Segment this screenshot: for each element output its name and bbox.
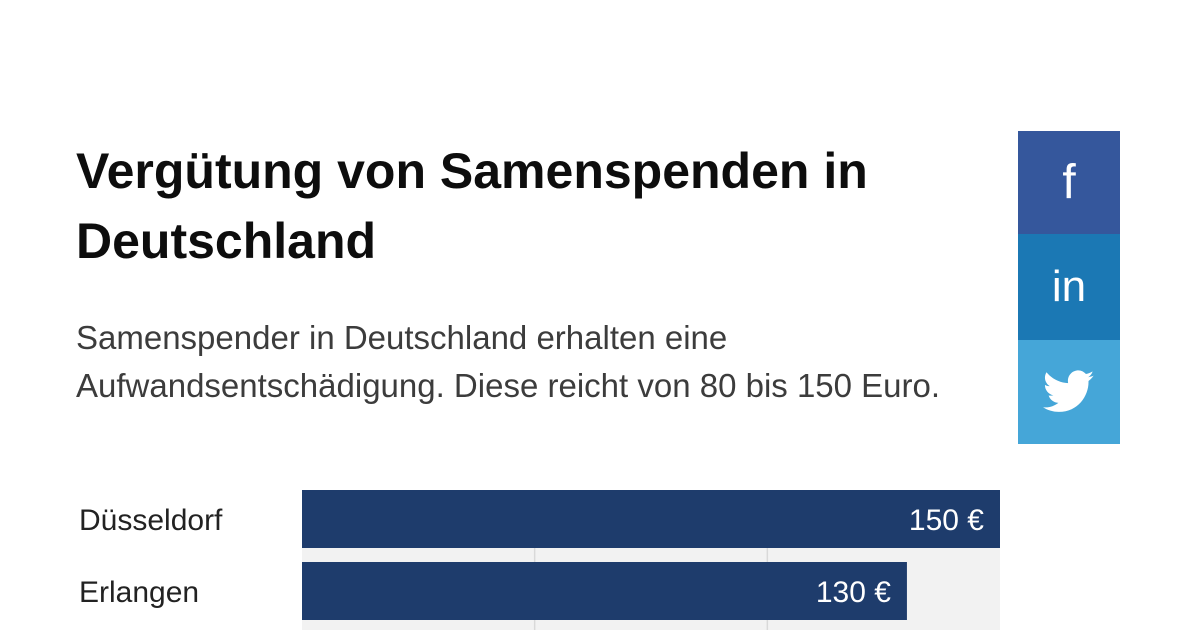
twitter-icon: [1043, 370, 1095, 412]
share-linkedin-button[interactable]: in: [1018, 234, 1120, 340]
page-title: Vergütung von Samenspenden in Deutschlan…: [76, 143, 868, 269]
chart-category-label-1: Erlangen: [79, 576, 199, 609]
linkedin-icon: in: [1051, 262, 1087, 311]
chart-value-label-0: 150 €: [909, 504, 984, 537]
chart-category-label-0: Düsseldorf: [79, 504, 223, 537]
bar-chart: Düsseldorf 150 € Erlangen 130 €: [79, 490, 1000, 630]
chart-bar-0: [302, 490, 1000, 548]
share-facebook-button[interactable]: f: [1018, 131, 1120, 234]
chart-bar-1: [302, 562, 907, 620]
chart-value-label-1: 130 €: [816, 576, 891, 609]
facebook-icon: f: [1062, 155, 1076, 209]
page-subtitle: Samenspender in Deutschland erhalten ein…: [76, 319, 941, 404]
share-twitter-button[interactable]: [1018, 340, 1120, 444]
social-share-bar: f in: [1018, 131, 1120, 444]
